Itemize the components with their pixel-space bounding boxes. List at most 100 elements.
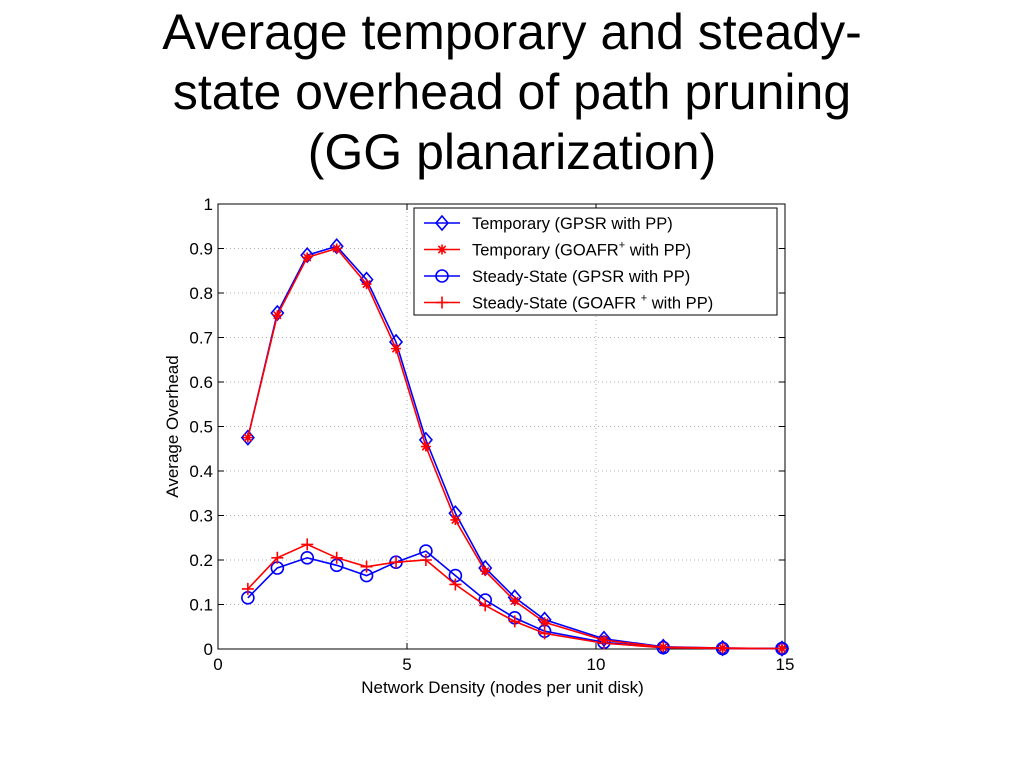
data-point-series-1 [302, 252, 313, 263]
data-point-series-3 [419, 554, 432, 566]
data-point-series-3 [390, 556, 403, 569]
asterisk-marker [437, 244, 447, 255]
y-tick-label: 0.5 [189, 418, 213, 437]
plus-marker [330, 551, 343, 564]
legend-label: Steady-State (GOAFR + with PP) [472, 293, 713, 313]
data-point-series-3 [449, 578, 462, 591]
legend: Temporary (GPSR with PP) Temporary (GOAFR… [413, 207, 778, 316]
slide-title-line-3: (GG planarization) [307, 124, 717, 180]
data-point-series-3 [301, 538, 314, 551]
legend-label: Steady-State (GPSR with PP) [472, 268, 690, 286]
data-point-series-1 [331, 243, 342, 254]
legend-label-main: Steady-State (GPSR with PP) [472, 268, 690, 286]
data-point-series-1 [717, 643, 728, 654]
data-point-series-1 [480, 566, 491, 577]
slide-title: Average temporary and steady- state over… [0, 0, 1024, 182]
diamond-marker [656, 638, 671, 656]
asterisk-marker [361, 279, 372, 290]
asterisk-marker [391, 343, 402, 354]
x-tick-label: 0 [213, 655, 222, 674]
legend-marker [435, 269, 449, 283]
y-tick-label: 1 [204, 195, 213, 214]
legend-label-main: Temporary (GPSR with PP) [472, 215, 673, 233]
asterisk-marker [450, 514, 461, 525]
diamond-marker [774, 640, 790, 657]
legend-item-3: Steady-State (GOAFR + with PP) [424, 293, 713, 313]
data-point-series-1 [539, 617, 550, 628]
asterisk-marker [598, 635, 609, 646]
asterisk-marker [480, 566, 491, 577]
plus-marker [419, 554, 432, 566]
asterisk-marker [658, 642, 669, 653]
circle-marker [435, 269, 449, 283]
data-point-series-1 [776, 643, 787, 654]
legend-marker [437, 244, 447, 255]
asterisk-marker [717, 643, 728, 654]
y-tick-label: 0 [204, 640, 213, 659]
y-tick-label: 0.4 [189, 462, 213, 481]
plus-marker [538, 627, 551, 640]
data-point-series-1 [509, 595, 520, 606]
plus-marker [436, 296, 448, 309]
data-point-series-3 [508, 615, 521, 628]
y-tick-label: 0.2 [189, 551, 213, 570]
data-point-series-1 [361, 279, 372, 290]
data-point-series-3 [538, 627, 551, 640]
data-point-series-3 [271, 551, 284, 564]
legend-item-2: Steady-State (GPSR with PP) [424, 268, 690, 286]
data-point-series-1 [598, 635, 609, 646]
plus-marker [479, 599, 492, 612]
plus-marker [390, 556, 403, 569]
data-point-series-0 [774, 640, 790, 657]
legend-label: Temporary (GPSR with PP) [472, 215, 673, 233]
diamond-marker [240, 429, 255, 446]
legend-item-1: Temporary (GOAFR+ with PP) [424, 240, 691, 260]
asterisk-marker [331, 243, 342, 254]
legend-label-rest: with PP) [625, 242, 691, 260]
plus-marker [301, 538, 314, 551]
legend-item-0: Temporary (GPSR with PP) [424, 214, 673, 233]
data-point-series-3 [330, 551, 343, 564]
plus-marker [241, 582, 254, 595]
plus-marker [449, 578, 462, 591]
data-point-series-0 [240, 429, 255, 446]
plus-marker [508, 615, 521, 628]
data-point-series-1 [391, 343, 402, 354]
y-tick-label: 0.8 [189, 284, 213, 303]
x-tick-label: 10 [587, 655, 606, 674]
data-point-series-3 [241, 582, 254, 595]
y-tick-label: 0.1 [189, 596, 213, 615]
asterisk-marker [509, 595, 520, 606]
data-point-series-1 [272, 310, 283, 321]
data-point-series-0 [596, 630, 611, 647]
data-point-series-1 [450, 514, 461, 525]
diamond-marker [715, 639, 730, 657]
legend-label-main: Steady-State (GOAFR [472, 295, 641, 313]
y-tick-label: 0.7 [189, 329, 213, 348]
data-point-series-0 [715, 639, 730, 657]
data-point-series-3 [360, 560, 373, 573]
diamond-marker [596, 630, 611, 647]
slide-title-line-1: Average temporary and steady- [162, 4, 862, 60]
asterisk-marker [539, 617, 550, 628]
x-tick-label: 15 [776, 655, 795, 674]
y-axis-label: Average Overhead [163, 355, 182, 497]
y-tick-label: 0.9 [189, 240, 213, 259]
data-point-series-2 [300, 550, 315, 565]
data-point-series-1 [420, 441, 431, 452]
legend-label-rest: with PP) [647, 295, 713, 313]
diamond-marker [434, 214, 450, 232]
plus-marker [271, 551, 284, 564]
legend-label: Temporary (GOAFR+ with PP) [472, 240, 691, 260]
asterisk-marker [242, 432, 253, 443]
data-point-series-0 [656, 638, 671, 656]
legend-label-superscript: + [641, 293, 647, 305]
asterisk-marker [420, 441, 431, 452]
asterisk-marker [272, 310, 283, 321]
data-point-series-1 [242, 432, 253, 443]
circle-marker [300, 550, 315, 565]
legend-label-superscript: + [619, 240, 625, 252]
legend-box [413, 207, 778, 316]
x-axis-label: Network Density (nodes per unit disk) [361, 678, 644, 697]
